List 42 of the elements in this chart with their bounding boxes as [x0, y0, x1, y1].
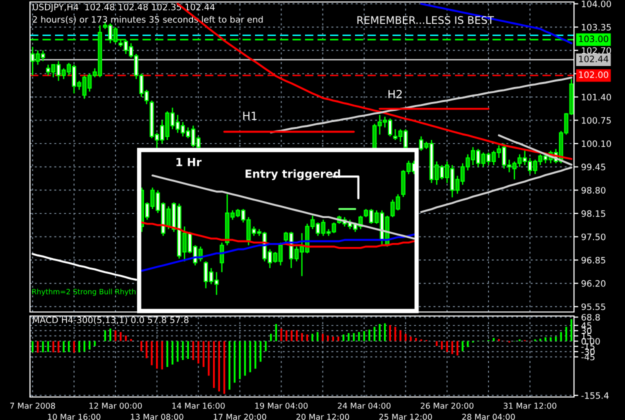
y-tick-label: 100.10: [582, 140, 611, 148]
y-tick-label: 103.35: [582, 24, 611, 31]
y-tick-label: 98.80: [581, 186, 606, 194]
y-tick-label: 99.45: [581, 164, 606, 170]
ref-line-label: 102.00: [579, 71, 608, 78]
x-tick-label: 20 Mar 12:00: [296, 414, 350, 420]
x-tick-label: 24 Mar 04:00: [338, 402, 391, 409]
x-tick-label: 7 Mar 2008: [10, 402, 56, 409]
x-tick-label: 12 Mar 00:00: [89, 402, 142, 409]
y-tick-label: 68.8: [582, 314, 600, 321]
chart-title: 1 Hr: [176, 158, 202, 166]
x-tick-label: 17 Mar 20:00: [214, 414, 266, 420]
x-tick-label: 31 Mar 12:00: [504, 402, 556, 409]
y-tick-label: -45: [581, 354, 594, 360]
x-tick-label: 19 Mar 04:00: [255, 402, 308, 409]
y-tick-label: 0.00: [582, 338, 600, 345]
annotation: REMEMBER...LESS IS BEST: [357, 16, 494, 24]
annotation: H2: [388, 90, 402, 98]
x-tick-label: 14 Mar 16:00: [172, 402, 225, 409]
y-tick-label: 97.50: [581, 234, 606, 240]
y-tick-label: 100.75: [582, 117, 611, 124]
ref-line-label: 103.00: [579, 36, 608, 42]
chart-title: USDJPY,H4 102.48 102.48 102.35 102.44: [32, 4, 215, 12]
chart-title: MACD H4-300(5,13,1) 0.0 57.8 57.8: [33, 316, 188, 324]
text: 2 hours(s) or 173 minutes 35 seconds left to bar end: [32, 16, 263, 24]
x-tick-label: 28 Mar 04:00: [462, 414, 515, 420]
x-tick-label: 13 Mar 08:00: [130, 414, 184, 420]
y-tick-label: -15: [581, 343, 594, 350]
x-tick-label: 26 Mar 20:00: [420, 402, 474, 409]
y-tick-label: 98.15: [581, 210, 606, 217]
annotation: H1: [243, 112, 257, 120]
y-tick-label: 96.20: [581, 280, 606, 287]
y-tick-label: 96.85: [581, 256, 606, 264]
annotation: Entry triggered: [246, 169, 340, 180]
y-tick-label: 45: [581, 322, 592, 329]
y-tick-label: 101.40: [582, 94, 611, 100]
y-tick-label: -155.4: [581, 392, 609, 399]
x-tick-label: 25 Mar 12:00: [379, 414, 432, 420]
y-tick-label: 104.00: [582, 0, 611, 8]
y-tick-label: 95.55: [581, 303, 606, 310]
x-tick-label: 10 Mar 16:00: [48, 414, 100, 420]
ref-line-label: 102.44: [579, 56, 608, 62]
